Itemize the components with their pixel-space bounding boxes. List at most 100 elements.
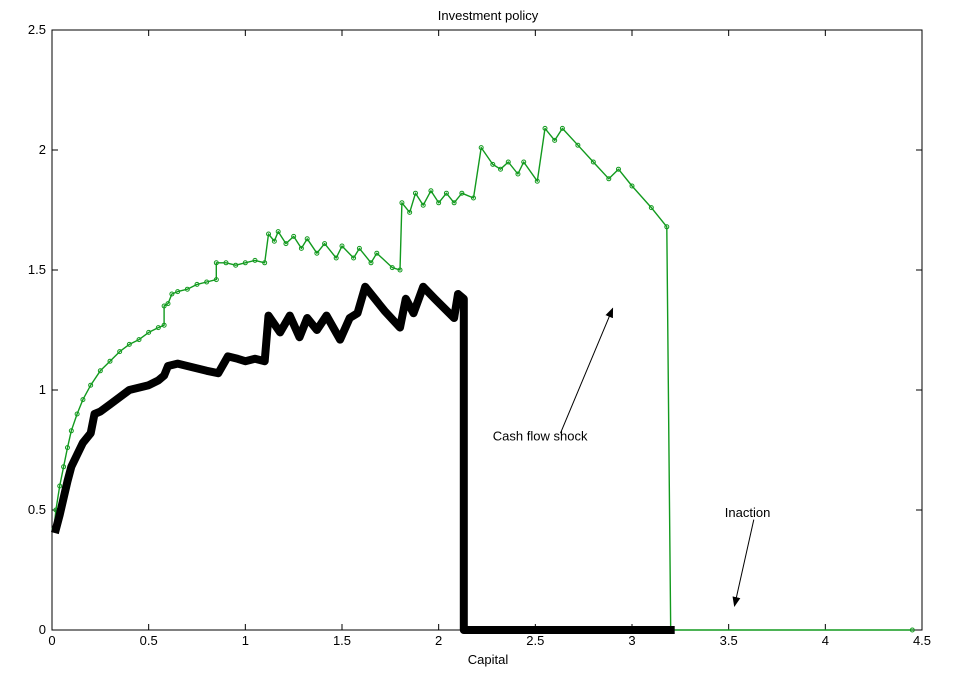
green-series-point bbox=[443, 190, 449, 196]
green-series-point bbox=[57, 483, 63, 489]
green-series-point bbox=[68, 428, 74, 434]
green-series-point bbox=[107, 358, 113, 364]
green-series-point bbox=[126, 341, 132, 347]
x-tick-label: 0.5 bbox=[140, 633, 158, 648]
series-layer bbox=[51, 125, 915, 634]
green-series-point bbox=[322, 241, 328, 247]
x-tick-label: 4 bbox=[822, 633, 829, 648]
green-series-point bbox=[271, 238, 277, 244]
green-series-point bbox=[117, 349, 123, 355]
green-series-point bbox=[146, 329, 152, 335]
y-tick-label: 2.5 bbox=[28, 22, 46, 37]
green-series-point bbox=[242, 260, 248, 266]
green-series-point bbox=[97, 368, 103, 374]
green-series-line bbox=[53, 127, 913, 631]
y-tick-label: 1 bbox=[39, 382, 46, 397]
green-series-point bbox=[498, 166, 504, 172]
annotation-arrow bbox=[560, 307, 614, 434]
green-series-point bbox=[909, 627, 915, 633]
y-tick-label: 0 bbox=[39, 622, 46, 637]
y-axis-ticks: 0 0.5 1 1.5 2 2.5 bbox=[28, 22, 922, 637]
green-series-point bbox=[534, 178, 540, 184]
green-series-point bbox=[451, 200, 457, 206]
green-series-point bbox=[74, 411, 80, 417]
green-series-point bbox=[283, 241, 289, 247]
green-series-point bbox=[233, 262, 239, 268]
x-tick-label: 1 bbox=[242, 633, 249, 648]
green-series-point bbox=[252, 257, 258, 263]
green-series-point bbox=[397, 267, 403, 273]
green-series-point bbox=[490, 161, 496, 167]
green-series-point bbox=[428, 188, 434, 194]
green-series-point bbox=[389, 265, 395, 271]
green-series-point bbox=[351, 255, 357, 261]
x-tick-label: 2.5 bbox=[526, 633, 544, 648]
green-series-point bbox=[478, 145, 484, 151]
green-series-point bbox=[374, 250, 380, 256]
green-series-point bbox=[368, 260, 374, 266]
green-series-point bbox=[184, 286, 190, 292]
green-series-point bbox=[521, 159, 527, 165]
green-series-point bbox=[275, 229, 281, 235]
green-series-point bbox=[575, 142, 581, 148]
y-tick-label: 2 bbox=[39, 142, 46, 157]
green-series-point bbox=[61, 464, 67, 470]
green-series-point bbox=[165, 301, 171, 307]
green-series-point bbox=[266, 231, 272, 237]
green-series-point bbox=[436, 200, 442, 206]
green-series-point bbox=[515, 171, 521, 177]
x-tick-label: 3.5 bbox=[720, 633, 738, 648]
green-series-point bbox=[194, 281, 200, 287]
green-series-point bbox=[304, 236, 310, 242]
green-series-point bbox=[339, 243, 345, 249]
x-tick-label: 4.5 bbox=[913, 633, 931, 648]
green-series-point bbox=[459, 190, 465, 196]
green-series-point bbox=[213, 260, 219, 266]
green-series-point bbox=[161, 322, 167, 328]
green-series-point bbox=[615, 166, 621, 172]
x-tick-label: 2 bbox=[435, 633, 442, 648]
green-series-point bbox=[213, 277, 219, 283]
green-series-point bbox=[155, 325, 161, 331]
green-series-point bbox=[407, 209, 413, 215]
x-tick-label: 3 bbox=[628, 633, 635, 648]
x-axis-label: Capital bbox=[468, 652, 509, 667]
green-series-point bbox=[552, 137, 558, 143]
x-axis-ticks: 0 0.5 1 1.5 2 2.5 3 3.5 4 4.5 bbox=[48, 30, 931, 648]
green-series-point bbox=[169, 291, 175, 297]
green-series-point bbox=[88, 382, 94, 388]
green-series-point bbox=[629, 183, 635, 189]
green-series-point bbox=[223, 260, 229, 266]
green-series-point bbox=[470, 195, 476, 201]
green-series-point bbox=[412, 190, 418, 196]
y-tick-label: 1.5 bbox=[28, 262, 46, 277]
annotation-text: Cash flow shock bbox=[493, 428, 588, 443]
green-series-point bbox=[161, 303, 167, 309]
green-series-point bbox=[291, 233, 297, 239]
green-series-point bbox=[204, 279, 210, 285]
chart-title: Investment policy bbox=[438, 8, 539, 23]
green-series-point bbox=[606, 176, 612, 182]
x-tick-label: 1.5 bbox=[333, 633, 351, 648]
green-series-point bbox=[262, 260, 268, 266]
green-series-point bbox=[80, 397, 86, 403]
green-series-point bbox=[420, 202, 426, 208]
y-tick-label: 0.5 bbox=[28, 502, 46, 517]
green-series-point bbox=[542, 125, 548, 131]
green-series-point bbox=[136, 337, 142, 343]
green-series-point bbox=[590, 159, 596, 165]
annotations-layer: Cash flow shock Inaction bbox=[493, 307, 771, 607]
annotation-text: Inaction bbox=[725, 505, 771, 520]
green-series-point bbox=[399, 200, 405, 206]
green-series-point bbox=[64, 445, 70, 451]
x-tick-label: 0 bbox=[48, 633, 55, 648]
green-series-point bbox=[314, 250, 320, 256]
black-series-line bbox=[51, 282, 675, 634]
green-series-point bbox=[559, 125, 565, 131]
annotation-arrow bbox=[732, 519, 755, 607]
green-series-point bbox=[175, 289, 181, 295]
green-series-point bbox=[298, 245, 304, 251]
green-series-point bbox=[356, 245, 362, 251]
